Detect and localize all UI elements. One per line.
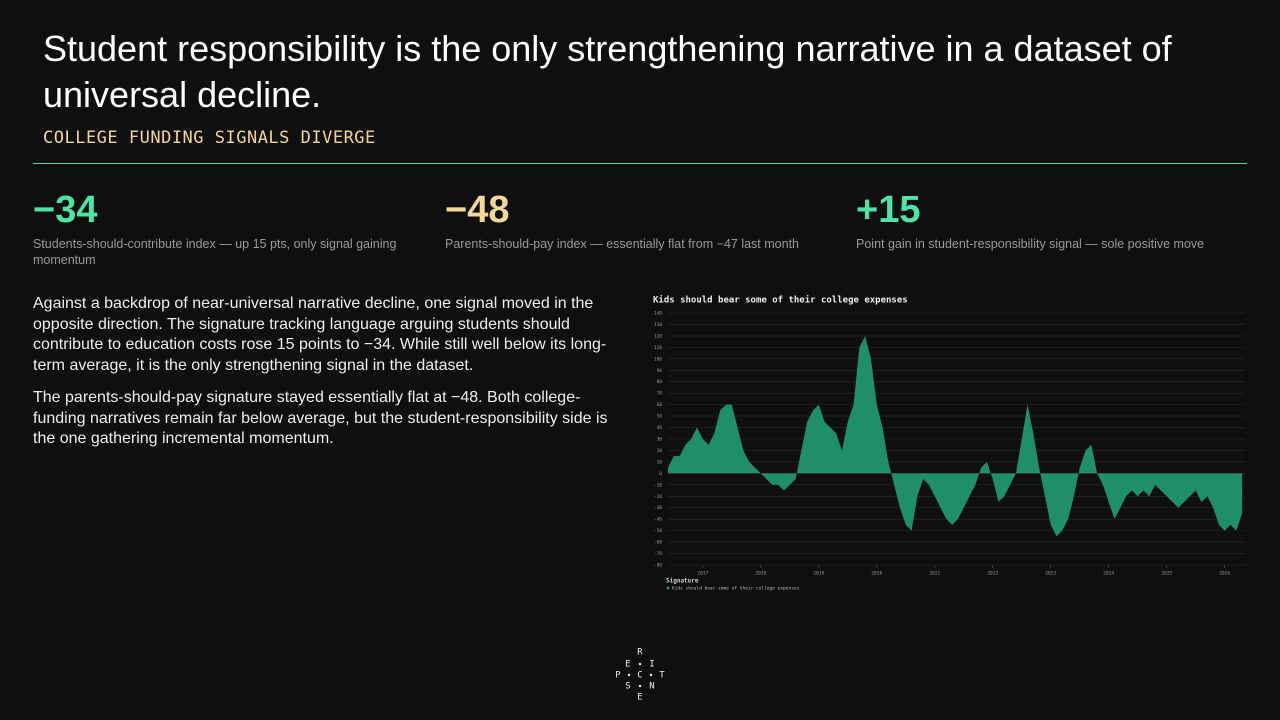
logo-letter: N [649,682,654,692]
divider [33,163,1247,164]
y-tick-label: 0 [659,471,662,477]
legend-label: Kids should bear some of their college e… [672,586,800,592]
stat-caption: Point gain in student-responsibility sig… [856,237,1205,251]
stat: −48 Parents-should-pay index — essentiall… [445,188,845,252]
chart: Kids should bear some of their college e… [653,295,1245,592]
logo-letter: I [649,660,654,670]
area [668,335,1243,537]
y-tick-label: 120 [654,333,662,339]
y-tick-label: -40 [654,517,662,523]
logo-letter: C [637,671,642,681]
x-tick-label: 2023 [1045,571,1056,577]
y-tick-label: -70 [654,551,662,557]
y-tick-label: 90 [657,368,663,374]
x-tick-label: 2020 [871,571,882,577]
y-tick-label: 50 [657,414,663,420]
y-tick-label: 30 [657,437,663,443]
stat-value: −48 [445,189,510,231]
logo-letter: E [625,660,630,670]
y-tick-label: -60 [654,540,662,546]
logo-dots [627,662,653,688]
y-tick-label: 10 [657,459,663,465]
body-text: Against a backdrop of near-universal nar… [33,294,628,462]
x-tick-label: 2025 [1161,571,1172,577]
logo: R E I P C T S N E [615,648,665,703]
x-tick-label: 2021 [929,571,940,577]
stat: −34 Students-should-contribute index — up… [33,188,433,268]
legend-title: Signature [666,578,699,585]
x-tick-label: 2017 [697,571,708,577]
y-tick-label: 60 [657,402,663,408]
x-tick-label: 2024 [1103,571,1114,577]
legend-swatch [666,586,670,590]
chart-title: Kids should bear some of their college e… [653,295,908,306]
paragraph: The parents-should-pay signature stayed … [33,389,608,447]
title: Student responsibility is the only stren… [43,28,1172,115]
y-tick-label: -50 [654,528,662,534]
y-tick-label: 110 [654,345,662,351]
y-tick-label: -80 [654,563,662,569]
y-tick-label: 80 [657,379,663,385]
logo-letter: P [615,671,621,681]
stat-value: +15 [856,189,921,231]
logo-letter: S [625,682,630,692]
x-tick-label: 2018 [755,571,766,577]
x-tick-label: 2019 [813,571,824,577]
y-tick-label: -30 [654,505,662,511]
x-tick-label: 2026 [1219,571,1230,577]
y-tick-label: 40 [657,425,663,431]
stat: +15 Point gain in student-responsibility … [856,188,1256,252]
y-tick-label: 100 [654,356,662,362]
y-tick-label: 140 [654,311,662,317]
stat-caption: Parents-should-pay index — essentially f… [445,237,799,251]
y-tick-label: 70 [657,391,663,397]
y-tick-label: 20 [657,448,663,454]
logo-letter: R [637,648,643,658]
stat-value: −34 [33,189,98,231]
paragraph: Against a backdrop of near-universal nar… [33,295,607,374]
y-tick-label: -10 [654,482,662,488]
stat-caption: Students-should-contribute index — up 15… [33,237,397,267]
subtitle: COLLEGE FUNDING SIGNALS DIVERGE [43,128,376,148]
x-tick-label: 2022 [987,571,998,577]
y-tick-label: 130 [654,322,662,328]
logo-letter: T [659,671,665,681]
logo-letter: E [637,693,642,703]
y-tick-label: -20 [654,494,662,500]
